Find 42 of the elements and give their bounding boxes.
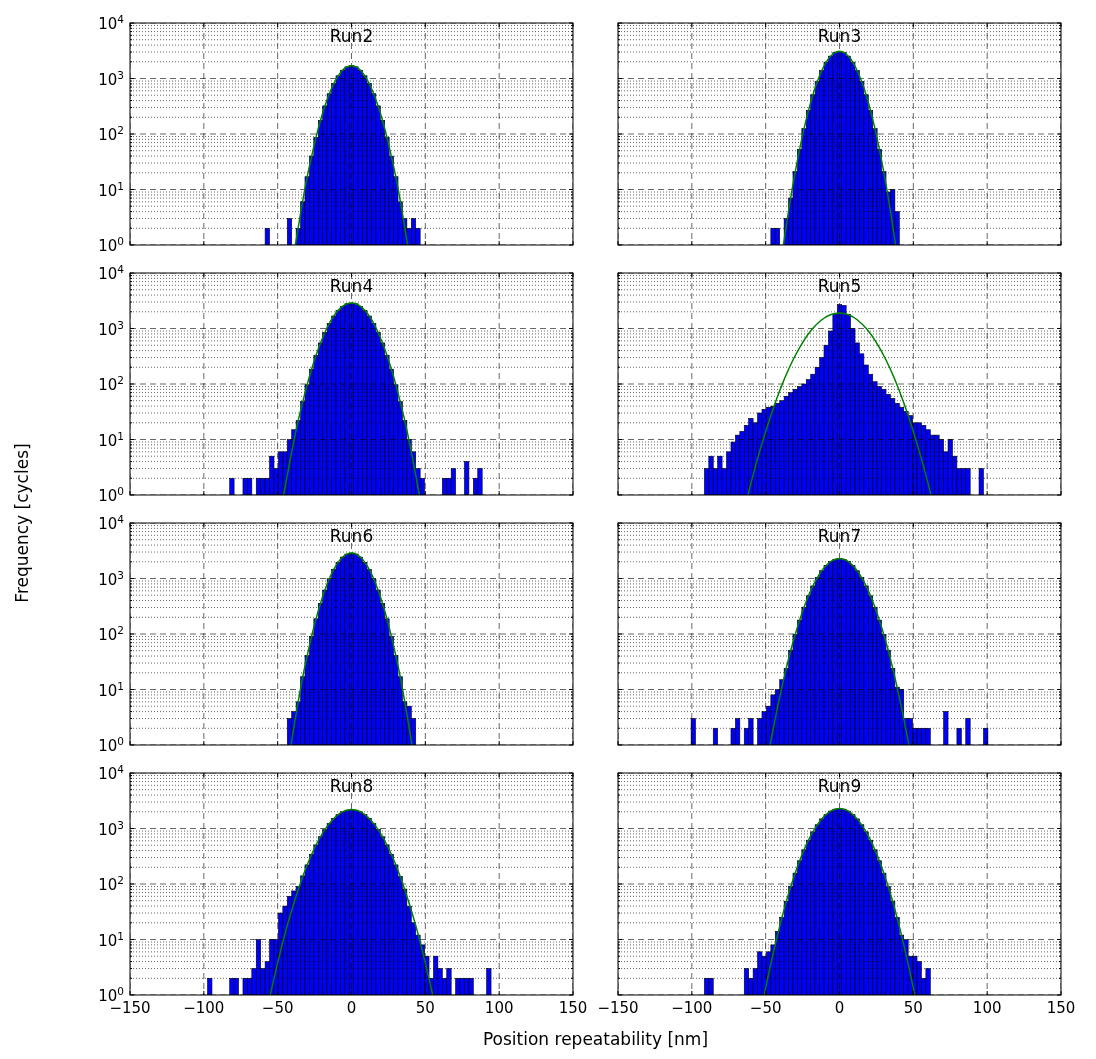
y-tick-label: 10$^{4}$ [98,513,125,533]
y-tick-label: 10$^{3}$ [98,68,124,89]
y-axis-title: Frequency [cycles] [12,443,32,603]
y-tick-label: 10$^{0}$ [98,485,124,505]
x-tick-label: −150 [597,999,639,1017]
y-tick-label: 10$^{2}$ [98,374,124,394]
chart-title: Run4 [329,276,374,296]
chart-title: Run7 [817,526,862,546]
x-tick-label: 50 [415,999,435,1017]
x-tick-label: 100 [484,999,514,1017]
chart-title: Run9 [817,776,862,796]
x-tick-label: −50 [749,999,782,1017]
chart-title: Run3 [817,26,862,46]
x-tick-label: 100 [972,999,1002,1017]
x-tick-label: 0 [834,999,845,1017]
y-tick-label: 10$^{4}$ [98,13,125,33]
y-tick-label: 10$^{4}$ [98,263,125,283]
chart-title: Run6 [329,526,374,546]
y-tick-label: 10$^{1}$ [98,929,124,950]
y-tick-label: 10$^{1}$ [98,429,124,450]
y-tick-label: 10$^{2}$ [98,624,124,644]
y-tick-label: 10$^{1}$ [98,679,124,700]
x-tick-label: −50 [261,999,294,1017]
y-tick-label: 10$^{3}$ [98,318,124,339]
y-tick-label: 10$^{4}$ [98,763,125,783]
x-tick-label: 0 [346,999,357,1017]
chart-title: Run8 [329,776,374,796]
y-tick-label: 10$^{2}$ [98,124,124,144]
x-axis-title: Position repeatability [nm] [482,1029,709,1049]
x-tick-label: −100 [183,999,225,1017]
y-tick-label: 10$^{2}$ [98,874,124,894]
y-tick-label: 10$^{0}$ [98,235,124,255]
y-tick-label: 10$^{0}$ [98,735,124,755]
x-tick-label: 150 [558,999,588,1017]
y-tick-label: 10$^{3}$ [98,568,124,589]
chart-title: Run5 [817,276,862,296]
y-tick-label: 10$^{1}$ [98,179,124,200]
x-tick-label: −100 [671,999,713,1017]
x-tick-label: 50 [903,999,923,1017]
chart-title: Run2 [329,26,374,46]
x-tick-label: 150 [1046,999,1076,1017]
y-tick-label: 10$^{3}$ [98,818,124,839]
